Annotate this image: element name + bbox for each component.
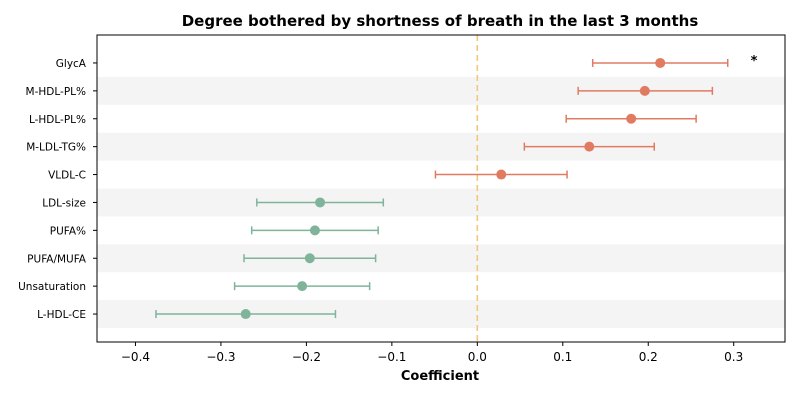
y-tick-label: GlycA	[56, 58, 87, 70]
coefficient-point	[655, 57, 666, 68]
x-tick-label: 0.3	[724, 350, 743, 364]
coefficient-point	[584, 141, 595, 152]
coefficient-point	[304, 253, 315, 264]
coefficient-point	[315, 197, 326, 208]
x-tick-label: 0.1	[553, 350, 572, 364]
x-tick-label: 0.2	[639, 350, 658, 364]
coefficient-point	[309, 225, 320, 236]
x-tick-label: −0.4	[121, 350, 150, 364]
chart-title: Degree bothered by shortness of breath i…	[182, 12, 699, 30]
y-tick-label: M-HDL-PL%	[26, 86, 86, 98]
plot-frame	[96, 34, 786, 343]
y-tick-label: Unsaturation	[18, 281, 86, 293]
coefficient-point	[496, 169, 507, 180]
y-tick-label: PUFA%	[50, 225, 86, 237]
plot-marks: *	[155, 54, 758, 320]
row-bands	[97, 76, 785, 328]
y-tick-label: VLDL-C	[48, 170, 86, 182]
row-band	[97, 132, 785, 161]
y-tick-label: M-LDL-TG%	[26, 142, 86, 154]
x-axis: −0.4 −0.3 −0.2 −0.1 0.0 0.1 0.2 0.3	[121, 342, 743, 364]
x-tick-label: −0.2	[292, 350, 321, 364]
y-axis: GlycA M-HDL-PL% L-HDL-PL% M-LDL-TG% VLDL-C LD…	[18, 58, 97, 321]
y-tick-label: L-HDL-CE	[37, 309, 86, 321]
coefficient-point	[639, 85, 650, 96]
coefficient-point	[297, 281, 308, 292]
x-axis-label: Coefficient	[401, 369, 479, 384]
coefficient-point	[626, 113, 637, 124]
row-band	[97, 244, 785, 273]
significance-marker: *	[751, 54, 758, 69]
x-tick-label: 0.0	[468, 350, 487, 364]
row-band	[97, 188, 785, 217]
x-tick-label: −0.3	[206, 350, 235, 364]
coefficient-point	[240, 309, 251, 320]
y-tick-label: L-HDL-PL%	[29, 114, 86, 126]
y-tick-label: PUFA/MUFA	[27, 253, 87, 265]
x-tick-label: −0.1	[377, 350, 406, 364]
y-tick-label: LDL-size	[42, 197, 86, 209]
